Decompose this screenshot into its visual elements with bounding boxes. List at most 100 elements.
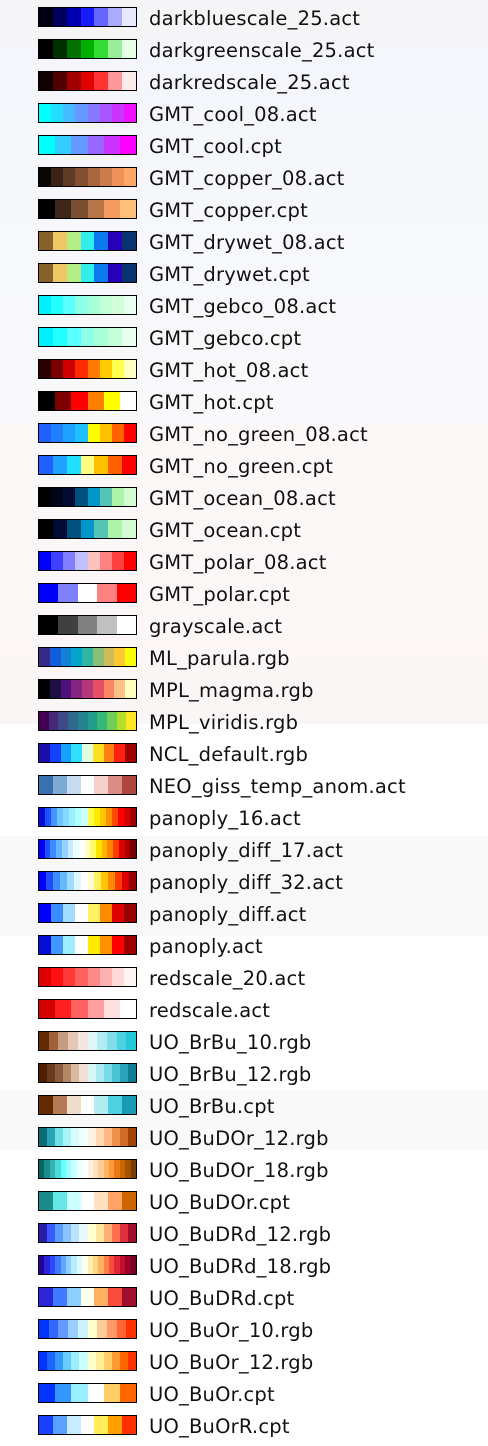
palette-menu-item[interactable]: redscale_20.act: [0, 963, 488, 995]
swatch-color-segment: [81, 808, 88, 826]
swatch-color-segment: [88, 1224, 96, 1242]
palette-menu-item[interactable]: NCL_default.rgb: [0, 739, 488, 771]
swatch-color-segment: [104, 392, 120, 410]
swatch-color-segment: [97, 712, 107, 730]
palette-menu-item[interactable]: UO_BrBu.cpt: [0, 1091, 488, 1123]
palette-menu-item[interactable]: GMT_polar.cpt: [0, 579, 488, 611]
palette-menu-item[interactable]: GMT_copper.cpt: [0, 195, 488, 227]
palette-menu-item-label: GMT_ocean_08.act: [149, 487, 336, 511]
palette-menu-item[interactable]: GMT_cool.cpt: [0, 131, 488, 163]
palette-menu-item[interactable]: UO_BuDOr_18.rgb: [0, 1155, 488, 1187]
swatch-color-segment: [94, 328, 108, 346]
palette-menu-item[interactable]: ML_parula.rgb: [0, 643, 488, 675]
palette-menu-item[interactable]: GMT_gebco_08.act: [0, 291, 488, 323]
palette-menu-item[interactable]: UO_BuOrR.cpt: [0, 1411, 488, 1443]
palette-menu-item-label: UO_BuOr_12.rgb: [149, 1351, 313, 1375]
palette-menu-item-label: redscale_20.act: [149, 967, 305, 991]
palette-menu-item[interactable]: UO_BuDRd_18.rgb: [0, 1251, 488, 1283]
redscale-20-swatch-icon: [38, 967, 137, 987]
palette-menu-item[interactable]: GMT_no_green.cpt: [0, 451, 488, 483]
swatch-color-segment: [39, 72, 53, 90]
palette-menu-item[interactable]: UO_BuDRd.cpt: [0, 1283, 488, 1315]
swatch-color-segment: [67, 232, 81, 250]
swatch-color-segment: [53, 1096, 67, 1114]
swatch-color-segment: [63, 296, 75, 314]
palette-menu-item[interactable]: GMT_ocean.cpt: [0, 515, 488, 547]
swatch-color-segment: [112, 968, 124, 986]
palette-menu-item[interactable]: grayscale.act: [0, 611, 488, 643]
gmt-gebco-swatch-icon: [38, 327, 137, 347]
swatch-color-segment: [122, 232, 136, 250]
swatch-color-segment: [55, 1128, 63, 1146]
swatch-color-segment: [108, 1192, 122, 1210]
palette-menu-item[interactable]: GMT_cool_08.act: [0, 99, 488, 131]
palette-menu-item[interactable]: UO_BuDOr_12.rgb: [0, 1123, 488, 1155]
swatch-color-segment: [39, 1000, 55, 1018]
swatch-color-segment: [100, 360, 112, 378]
palette-menu-item-label: UO_BrBu.cpt: [149, 1095, 275, 1119]
palette-menu-item[interactable]: GMT_gebco.cpt: [0, 323, 488, 355]
palette-menu-item[interactable]: panoply_16.act: [0, 803, 488, 835]
palette-menu-item[interactable]: MPL_viridis.rgb: [0, 707, 488, 739]
swatch-color-segment: [39, 776, 53, 794]
palette-menu-item[interactable]: GMT_drywet_08.act: [0, 227, 488, 259]
palette-menu-item-label: GMT_hot.cpt: [149, 391, 274, 415]
swatch-color-segment: [39, 1416, 53, 1434]
palette-menu-item[interactable]: panoply_diff_32.act: [0, 867, 488, 899]
uo-budor-18-swatch-icon: [38, 1159, 137, 1179]
palette-menu-item-label: GMT_no_green_08.act: [149, 423, 368, 447]
palette-menu-item[interactable]: redscale.act: [0, 995, 488, 1027]
swatch-color-segment: [39, 200, 55, 218]
palette-menu-item[interactable]: GMT_hot_08.act: [0, 355, 488, 387]
swatch-color-segment: [78, 1320, 88, 1338]
palette-menu-item[interactable]: GMT_no_green_08.act: [0, 419, 488, 451]
palette-menu-item[interactable]: panoply_diff.act: [0, 899, 488, 931]
palette-menu-item[interactable]: UO_BuOr_12.rgb: [0, 1347, 488, 1379]
swatch-color-segment: [104, 1352, 112, 1370]
palette-menu-item[interactable]: panoply_diff_17.act: [0, 835, 488, 867]
swatch-color-segment: [131, 1160, 136, 1178]
swatch-color-segment: [78, 1032, 88, 1050]
palette-menu-item[interactable]: UO_BuOr_10.rgb: [0, 1315, 488, 1347]
palette-menu-item[interactable]: darkbluescale_25.act: [0, 3, 488, 35]
swatch-color-segment: [122, 40, 136, 58]
swatch-color-segment: [67, 1096, 81, 1114]
grayscale-swatch-icon: [38, 615, 137, 635]
swatch-color-segment: [61, 680, 71, 698]
palette-menu-item[interactable]: GMT_hot.cpt: [0, 387, 488, 419]
swatch-color-segment: [79, 1352, 88, 1370]
swatch-color-segment: [55, 1224, 63, 1242]
palette-menu-item-label: UO_BuOr_10.rgb: [149, 1319, 313, 1343]
swatch-color-segment: [39, 264, 53, 282]
swatch-color-segment: [51, 552, 63, 570]
palette-menu-item[interactable]: GMT_ocean_08.act: [0, 483, 488, 515]
gmt-polar-08-swatch-icon: [38, 551, 137, 571]
palette-menu-item[interactable]: GMT_polar_08.act: [0, 547, 488, 579]
palette-menu-item[interactable]: UO_BuOr.cpt: [0, 1379, 488, 1411]
uo-buor-swatch-icon: [38, 1383, 137, 1403]
palette-menu-item[interactable]: GMT_drywet.cpt: [0, 259, 488, 291]
palette-menu-item[interactable]: UO_BrBu_12.rgb: [0, 1059, 488, 1091]
uo-budor-12-swatch-icon: [38, 1127, 137, 1147]
palette-menu-item[interactable]: GMT_copper_08.act: [0, 163, 488, 195]
palette-menu-item[interactable]: darkredscale_25.act: [0, 67, 488, 99]
swatch-color-segment: [71, 1224, 79, 1242]
palette-menu-item[interactable]: MPL_magma.rgb: [0, 675, 488, 707]
swatch-color-segment: [112, 1064, 120, 1082]
palette-menu-item[interactable]: panoply.act: [0, 931, 488, 963]
swatch-color-segment: [75, 488, 88, 506]
swatch-color-segment: [104, 1224, 112, 1242]
palette-menu-item-label: GMT_copper.cpt: [149, 199, 308, 223]
palette-menu-item[interactable]: darkgreenscale_25.act: [0, 35, 488, 67]
uo-budor-swatch-icon: [38, 1191, 137, 1211]
swatch-color-segment: [39, 1032, 49, 1050]
swatch-color-segment: [122, 1096, 136, 1114]
palette-menu-item[interactable]: UO_BrBu_10.rgb: [0, 1027, 488, 1059]
palette-menu-item[interactable]: NEO_giss_temp_anom.act: [0, 771, 488, 803]
swatch-color-segment: [125, 744, 136, 762]
swatch-color-segment: [88, 936, 100, 954]
swatch-color-segment: [124, 360, 136, 378]
palette-menu-item[interactable]: UO_BuDRd_12.rgb: [0, 1219, 488, 1251]
palette-menu-item[interactable]: UO_BuDOr.cpt: [0, 1187, 488, 1219]
swatch-color-segment: [112, 1128, 120, 1146]
